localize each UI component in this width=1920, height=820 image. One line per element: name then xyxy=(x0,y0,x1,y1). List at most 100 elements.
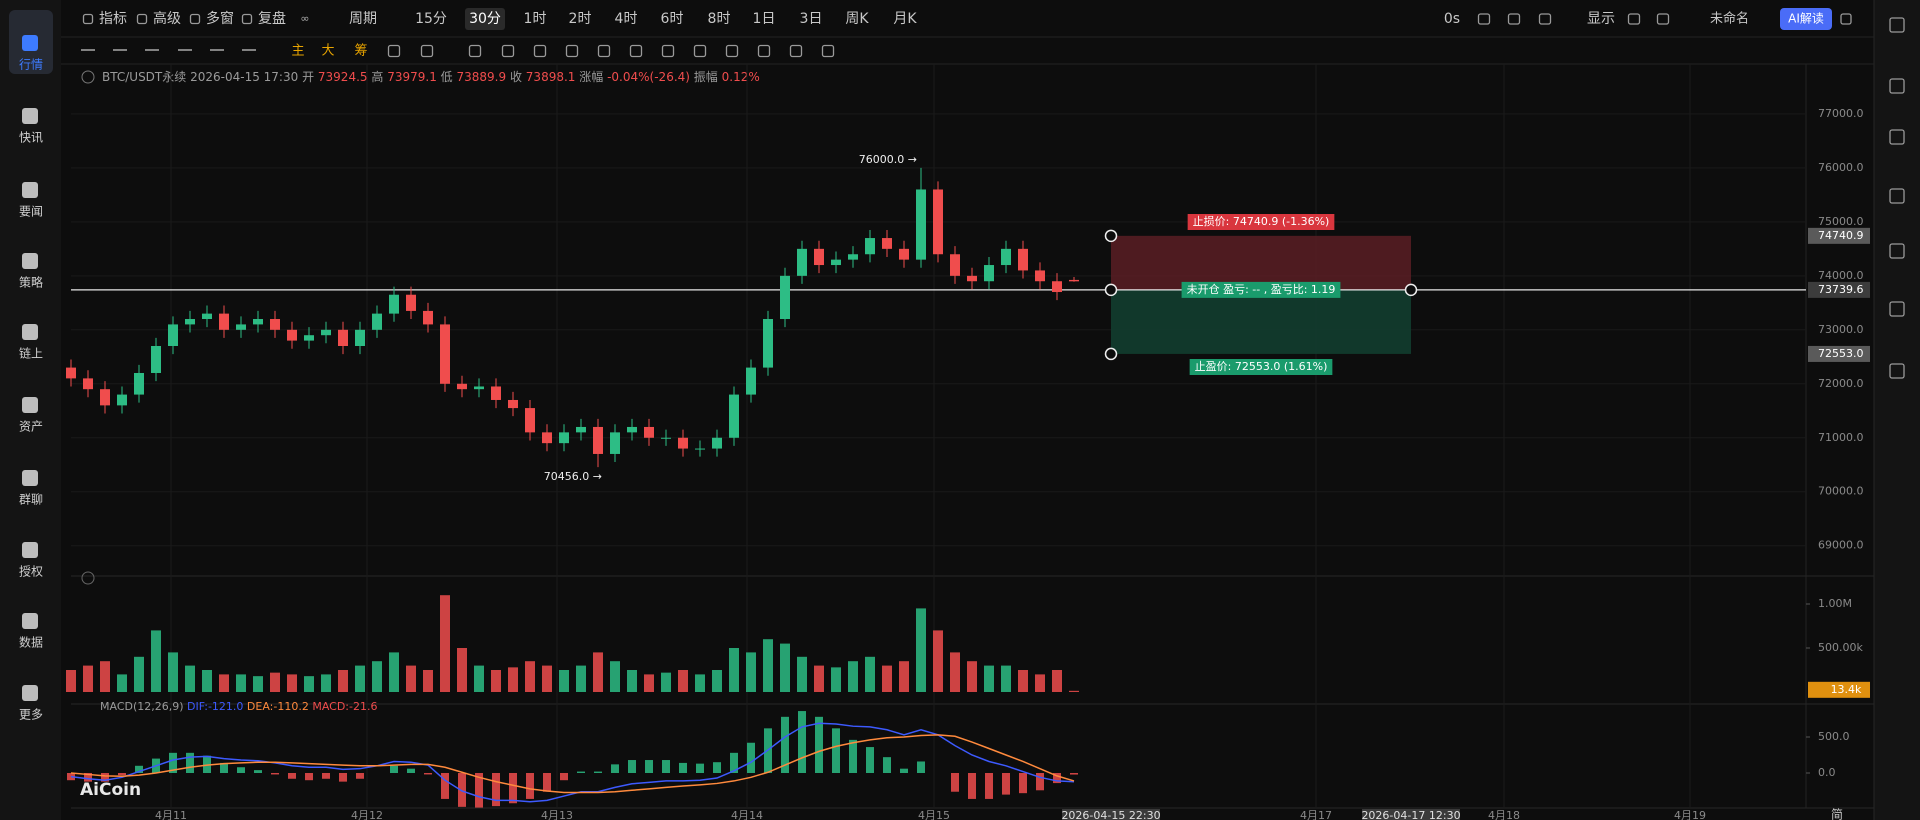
side-tool[interactable] xyxy=(1889,301,1905,317)
macd-bar xyxy=(526,772,534,799)
nav-label[interactable]: 策略 xyxy=(19,275,43,290)
draw-tool[interactable] xyxy=(420,44,434,58)
nav-icon[interactable] xyxy=(22,397,38,413)
macd-bar xyxy=(781,716,789,773)
toolbar-icon[interactable] xyxy=(1507,13,1521,25)
ohlc-info: BTC/USDT永续 2026-04-15 17:30 开 73924.5 高 … xyxy=(102,69,760,84)
toolbar-icon[interactable] xyxy=(1538,13,1552,25)
toolbar-icon[interactable] xyxy=(1656,13,1670,25)
side-tool[interactable] xyxy=(1889,243,1905,259)
draw-tool-label[interactable]: 筹 xyxy=(354,43,367,59)
macd-bar xyxy=(271,772,279,775)
nav-label[interactable]: 授权 xyxy=(19,564,43,579)
handle[interactable] xyxy=(1104,283,1118,297)
side-tool[interactable] xyxy=(1889,17,1905,33)
draw-tool[interactable] xyxy=(387,44,401,58)
nav-label[interactable]: 更多 xyxy=(19,708,43,722)
toolbar-item[interactable]: 6时 xyxy=(661,11,684,27)
macd-bar xyxy=(968,772,976,799)
layout-name[interactable]: 未命名 xyxy=(1710,11,1749,27)
handle[interactable] xyxy=(1404,283,1418,297)
candle-body xyxy=(729,394,739,438)
collapse-circle[interactable] xyxy=(81,70,95,84)
draw-tool[interactable] xyxy=(693,44,707,58)
macd-bar xyxy=(220,762,228,773)
locale-button[interactable]: 简 xyxy=(1831,808,1843,820)
nav-label[interactable]: 链上 xyxy=(19,346,43,361)
draw-tool[interactable] xyxy=(629,44,643,58)
draw-tool[interactable] xyxy=(757,44,771,58)
nav-icon[interactable] xyxy=(22,685,38,701)
macd-bar xyxy=(730,752,738,773)
volume-bar xyxy=(491,670,501,692)
side-tool[interactable] xyxy=(1889,129,1905,145)
nav-icon[interactable] xyxy=(22,542,38,558)
candle-body xyxy=(304,335,314,341)
draw-tool[interactable] xyxy=(661,44,675,58)
draw-tool[interactable] xyxy=(565,44,579,58)
collapse-icon[interactable] xyxy=(1840,13,1852,25)
macd-bar xyxy=(849,739,857,773)
display-button[interactable]: 显示 xyxy=(1587,11,1615,27)
ai-button-bg[interactable] xyxy=(1780,8,1832,30)
price-tag xyxy=(1808,345,1870,362)
toolbar-item[interactable]: 30分 xyxy=(469,11,501,27)
y-tick-label: 77000.0 xyxy=(1818,107,1864,120)
volume-bar xyxy=(610,661,620,692)
toolbar-icon[interactable] xyxy=(1477,13,1491,25)
candle-body xyxy=(559,432,569,444)
nav-icon[interactable] xyxy=(22,324,38,340)
toolbar-item[interactable]: 1日 xyxy=(753,11,776,27)
nav-label[interactable]: 行情 xyxy=(19,58,43,72)
side-tool[interactable] xyxy=(1889,363,1905,379)
toolbar-item[interactable]: 15分 xyxy=(415,11,447,27)
macd-bar xyxy=(135,765,143,773)
draw-tool-label[interactable]: 主 xyxy=(291,44,304,59)
field-value: 73898.1 xyxy=(526,70,576,84)
toolbar-item[interactable]: 1时 xyxy=(524,11,547,27)
toolbar-item[interactable]: 4时 xyxy=(615,11,638,27)
handle[interactable] xyxy=(1104,229,1118,243)
volume-tag-label: 13.4k xyxy=(1831,683,1862,696)
toolbar-item[interactable]: 指标 xyxy=(99,11,127,27)
nav-icon[interactable] xyxy=(22,35,38,51)
candle-body xyxy=(712,437,722,449)
toolbar-item[interactable]: 周期 xyxy=(349,11,377,27)
draw-tool[interactable] xyxy=(468,44,482,58)
nav-label[interactable]: 数据 xyxy=(19,635,43,650)
nav-label[interactable]: 快讯 xyxy=(19,131,43,145)
panel-icon[interactable] xyxy=(81,571,95,585)
draw-tool[interactable] xyxy=(533,44,547,58)
draw-tool[interactable] xyxy=(597,44,611,58)
toolbar-item[interactable]: 复盘 xyxy=(258,10,286,27)
ai-button[interactable]: AI解读 xyxy=(1788,12,1824,26)
draw-tool[interactable] xyxy=(725,44,739,58)
toolbar-item[interactable]: 8时 xyxy=(708,11,731,27)
nav-icon[interactable] xyxy=(22,613,38,629)
toolbar-item[interactable]: 高级 xyxy=(153,10,181,27)
toolbar-icon[interactable] xyxy=(1627,13,1641,25)
side-tool[interactable] xyxy=(1889,78,1905,94)
draw-tool[interactable] xyxy=(821,44,835,58)
nav-label[interactable]: 要闻 xyxy=(19,205,43,219)
draw-tool[interactable] xyxy=(789,44,803,58)
toolbar-item[interactable]: 多窗 xyxy=(206,10,234,27)
draw-tool-label[interactable]: 大 xyxy=(321,44,334,59)
draw-tool[interactable] xyxy=(501,44,515,58)
candle-body xyxy=(321,329,331,336)
toolbar-item[interactable]: 3日 xyxy=(800,11,823,27)
toolbar-item[interactable]: 2时 xyxy=(569,11,592,27)
toolbar-item[interactable]: 月K xyxy=(893,11,917,27)
nav-label[interactable]: 资产 xyxy=(19,420,43,434)
side-tool[interactable] xyxy=(1889,188,1905,204)
nav-icon[interactable] xyxy=(22,253,38,269)
nav-icon[interactable] xyxy=(22,470,38,486)
nav-icon[interactable] xyxy=(22,108,38,124)
macd-tick-label: 500.0 xyxy=(1818,730,1850,743)
nav-icon[interactable] xyxy=(22,182,38,198)
handle[interactable] xyxy=(1104,347,1118,361)
toolbar-item[interactable]: 周K xyxy=(845,11,869,27)
volume-bar xyxy=(967,661,977,692)
candle-body xyxy=(1018,248,1028,271)
nav-label[interactable]: 群聊 xyxy=(19,493,43,507)
